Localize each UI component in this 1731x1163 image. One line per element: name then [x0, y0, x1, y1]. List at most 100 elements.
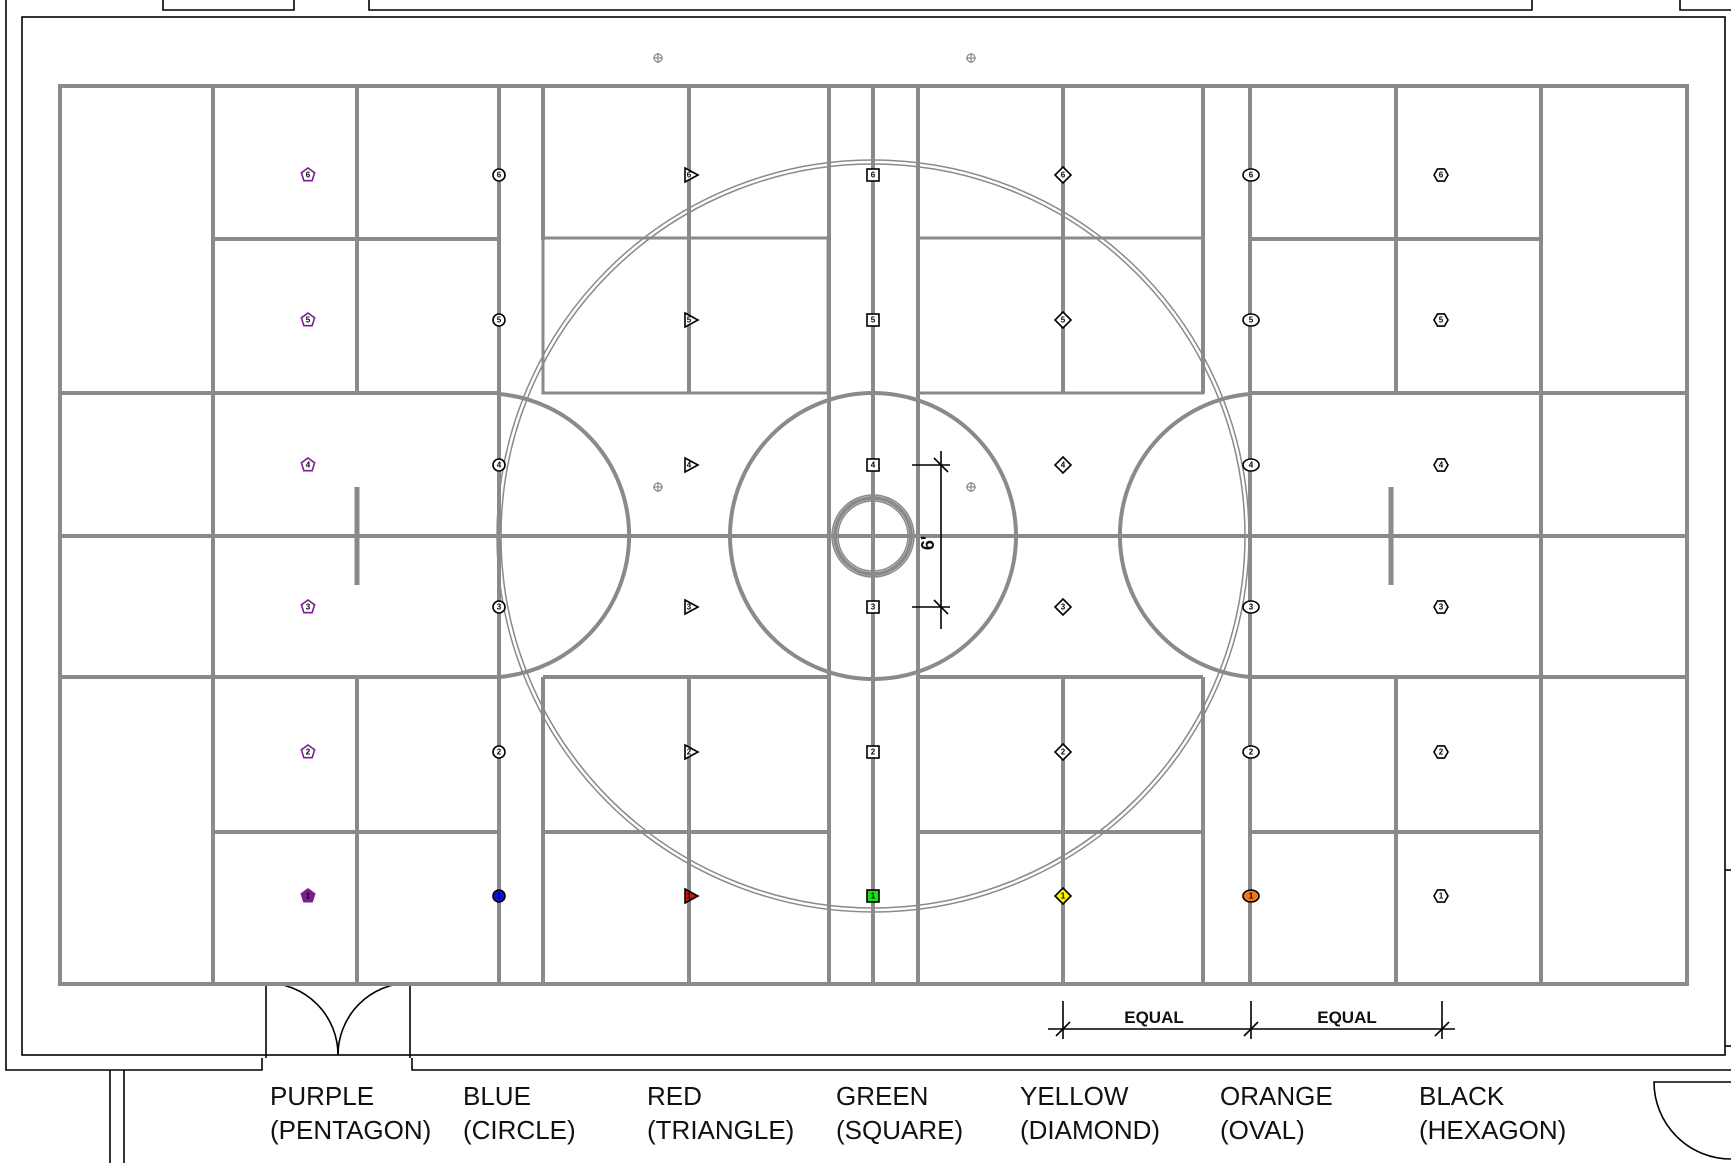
- marker-purple-4: 4: [300, 457, 316, 472]
- large-circle-outer: [496, 159, 1250, 913]
- legend-red-color: RED: [647, 1081, 702, 1111]
- oval-icon: [1242, 168, 1260, 182]
- marker-black-4: 4: [1433, 458, 1449, 472]
- outer-wall: [368, 0, 1533, 11]
- legend-purple-color: PURPLE: [270, 1081, 374, 1111]
- marker-yellow-2: 2: [1053, 742, 1073, 762]
- marker-number: 4: [871, 461, 876, 470]
- marker-number: 5: [871, 316, 876, 325]
- hexagon-icon: [1433, 313, 1449, 327]
- fixture-mark: [966, 53, 976, 63]
- marker-number: 2: [497, 748, 502, 757]
- marker-number: 5: [306, 316, 311, 325]
- marker-green-3: 3: [866, 600, 880, 614]
- marker-number: 3: [1439, 603, 1444, 612]
- circle-icon: [492, 313, 506, 327]
- marker-number: 5: [687, 316, 692, 325]
- marker-number: 2: [687, 748, 692, 757]
- marker-orange-4: 4: [1242, 458, 1260, 472]
- circle-icon: [492, 889, 506, 903]
- marker-number: 3: [1061, 603, 1066, 612]
- marker-number: 6: [1061, 171, 1066, 180]
- pentagon-icon: [300, 312, 316, 327]
- marker-orange-3: 3: [1242, 600, 1260, 614]
- square-icon: [866, 600, 880, 614]
- marker-red-4: 4: [684, 456, 700, 474]
- marker-number: 6: [871, 171, 876, 180]
- marker-number: 3: [871, 603, 876, 612]
- marker-number: 1: [1061, 892, 1066, 901]
- legend-yellow-shape: (DIAMOND): [1020, 1115, 1160, 1145]
- marker-number: 3: [1249, 603, 1254, 612]
- outer-wall: [411, 1058, 1731, 1071]
- oval-icon: [1242, 313, 1260, 327]
- marker-number: 3: [497, 603, 502, 612]
- marker-yellow-5: 5: [1053, 310, 1073, 330]
- square-icon: [866, 745, 880, 759]
- square-icon: [866, 168, 880, 182]
- court-lines: [58, 84, 1689, 986]
- marker-green-1: 1: [866, 889, 880, 903]
- building-walls: [5, 0, 1731, 1163]
- marker-number: 5: [1439, 316, 1444, 325]
- marker-number: 6: [306, 171, 311, 180]
- hexagon-icon: [1433, 600, 1449, 614]
- circle-icon: [492, 168, 506, 182]
- dimension-6ft-label: 6': [918, 536, 938, 550]
- marker-orange-6: 6: [1242, 168, 1260, 182]
- pentagon-icon: [300, 457, 316, 472]
- marker-number: 1: [871, 892, 876, 901]
- diamond-icon: [1053, 310, 1073, 330]
- marker-purple-5: 5: [300, 312, 316, 327]
- fixture-mark: [653, 53, 663, 63]
- vertical-dimension: [912, 451, 950, 629]
- diamond-icon: [1053, 597, 1073, 617]
- outer-wall: [162, 0, 295, 11]
- marker-black-1: 1: [1433, 889, 1449, 903]
- outer-wall: [1679, 0, 1731, 11]
- marker-number: 2: [1439, 748, 1444, 757]
- marker-number: 2: [871, 748, 876, 757]
- square-icon: [866, 458, 880, 472]
- diamond-icon: [1053, 886, 1073, 906]
- oval-icon: [1242, 745, 1260, 759]
- circle-icon: [492, 600, 506, 614]
- hexagon-icon: [1433, 458, 1449, 472]
- marker-number: 4: [1439, 461, 1444, 470]
- legend-black-color: BLACK: [1419, 1081, 1505, 1111]
- marker-number: 1: [1249, 892, 1254, 901]
- marker-number: 5: [1249, 316, 1254, 325]
- marker-yellow-1: 1: [1053, 886, 1073, 906]
- marker-black-3: 3: [1433, 600, 1449, 614]
- legend-green-shape: (SQUARE): [836, 1115, 963, 1145]
- fixture-marks: [653, 53, 976, 492]
- marker-red-2: 2: [684, 743, 700, 761]
- marker-blue-1: 1: [492, 889, 506, 903]
- triangle-icon: [684, 887, 700, 905]
- marker-number: 2: [1061, 748, 1066, 757]
- marker-number: 3: [306, 603, 311, 612]
- legend-blue-color: BLUE: [463, 1081, 531, 1111]
- legend-orange-color: ORANGE: [1220, 1081, 1333, 1111]
- hexagon-icon: [1433, 745, 1449, 759]
- diamond-icon: [1053, 742, 1073, 762]
- marker-black-5: 5: [1433, 313, 1449, 327]
- triangle-icon: [684, 456, 700, 474]
- court-lines-thin: [496, 159, 1250, 913]
- legend-yellow-color: YELLOW: [1020, 1081, 1129, 1111]
- marker-number: 6: [1439, 171, 1444, 180]
- marker-number: 4: [687, 461, 692, 470]
- marker-green-5: 5: [866, 313, 880, 327]
- marker-blue-4: 4: [492, 458, 506, 472]
- marker-blue-5: 5: [492, 313, 506, 327]
- marker-blue-3: 3: [492, 600, 506, 614]
- circle-icon: [492, 745, 506, 759]
- legend-purple-shape: (PENTAGON): [270, 1115, 431, 1145]
- marker-orange-5: 5: [1242, 313, 1260, 327]
- center-circle: [728, 391, 1018, 681]
- legend-red-shape: (TRIANGLE): [647, 1115, 794, 1145]
- left-arc: [498, 392, 632, 679]
- marker-purple-3: 3: [300, 599, 316, 614]
- triangle-icon: [684, 166, 700, 184]
